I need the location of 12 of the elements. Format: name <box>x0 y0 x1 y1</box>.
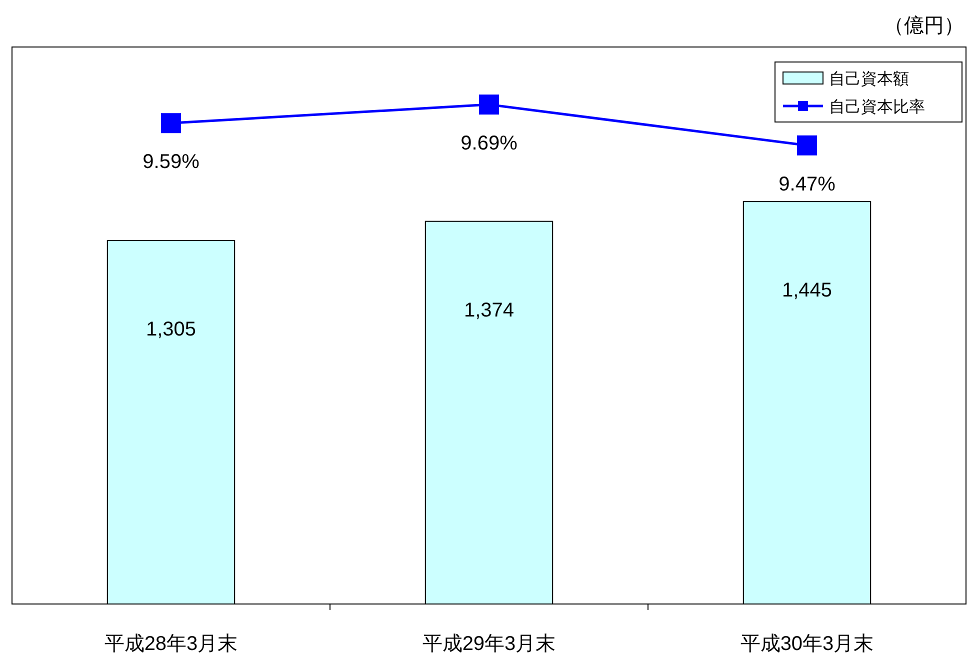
legend-label: 自己資本比率 <box>829 98 925 116</box>
legend-label: 自己資本額 <box>829 70 909 88</box>
x-tick-label: 平成30年3月末 <box>740 633 874 654</box>
data-label: 9.47% <box>778 173 836 196</box>
data-label: 9.69% <box>460 132 518 155</box>
text: （億円） <box>884 15 964 37</box>
data-label: 1,445 <box>782 280 832 302</box>
data-label: 1,374 <box>464 299 514 322</box>
x-tick-label: 平成29年3月末 <box>422 633 556 654</box>
x-tick-label: 平成28年3月末 <box>104 633 238 654</box>
data-label: 1,305 <box>146 318 196 341</box>
data-label: 9.59% <box>142 151 200 174</box>
